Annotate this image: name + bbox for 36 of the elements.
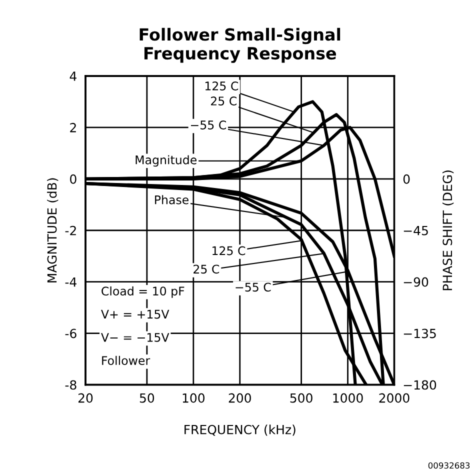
annotation: Follower bbox=[102, 356, 150, 366]
y-axis-title: MAGNITUDE (dB) bbox=[47, 178, 58, 282]
y-tick-label: -6 bbox=[65, 328, 76, 338]
annotation: −55 C bbox=[236, 282, 271, 292]
y2-tick-label: −45 bbox=[404, 226, 428, 236]
annotation: 125 C bbox=[212, 246, 246, 256]
x-tick-label: 50 bbox=[140, 393, 154, 403]
y2-tick-label: −90 bbox=[404, 277, 428, 287]
x-tick-label: 20 bbox=[78, 393, 93, 403]
y2-tick-label: −135 bbox=[404, 328, 436, 338]
x-tick-label: 2000 bbox=[379, 393, 410, 403]
x-tick-label: 200 bbox=[228, 393, 251, 403]
y-tick-label: -8 bbox=[65, 380, 76, 390]
annotation: 125 C bbox=[205, 82, 238, 90]
y-tick-label: 2 bbox=[70, 122, 76, 132]
x-tick-label: 500 bbox=[290, 393, 312, 403]
annotation: Phase bbox=[155, 195, 188, 204]
annotation: V− = −15V bbox=[101, 333, 170, 342]
x-axis-title: FREQUENCY (kHz) bbox=[184, 424, 296, 436]
x-tick-label: 100 bbox=[182, 393, 205, 403]
x-tick-label: 1000 bbox=[333, 393, 363, 403]
annotation: 25 C bbox=[210, 96, 236, 106]
annotation: −55 C bbox=[190, 120, 226, 130]
annotation: V+ = +15V bbox=[101, 310, 170, 319]
text: 00932683 bbox=[428, 462, 470, 469]
annotation: Cload = 10 pF bbox=[102, 286, 184, 298]
y-tick-label: -2 bbox=[65, 226, 76, 236]
y-tick-label: -4 bbox=[65, 277, 76, 287]
annotation: Magnitude bbox=[136, 155, 197, 167]
y2-axis-title: PHASE SHIFT (DEG) bbox=[442, 170, 454, 290]
y-tick-label: 0 bbox=[70, 174, 76, 184]
y2-tick-label: −180 bbox=[404, 380, 436, 390]
y-tick-label: 4 bbox=[70, 72, 76, 81]
annotation: 25 C bbox=[194, 264, 220, 274]
y2-tick-label: 0 bbox=[403, 174, 410, 184]
chart-title: Follower Small-Signal Frequency Response bbox=[140, 28, 340, 63]
